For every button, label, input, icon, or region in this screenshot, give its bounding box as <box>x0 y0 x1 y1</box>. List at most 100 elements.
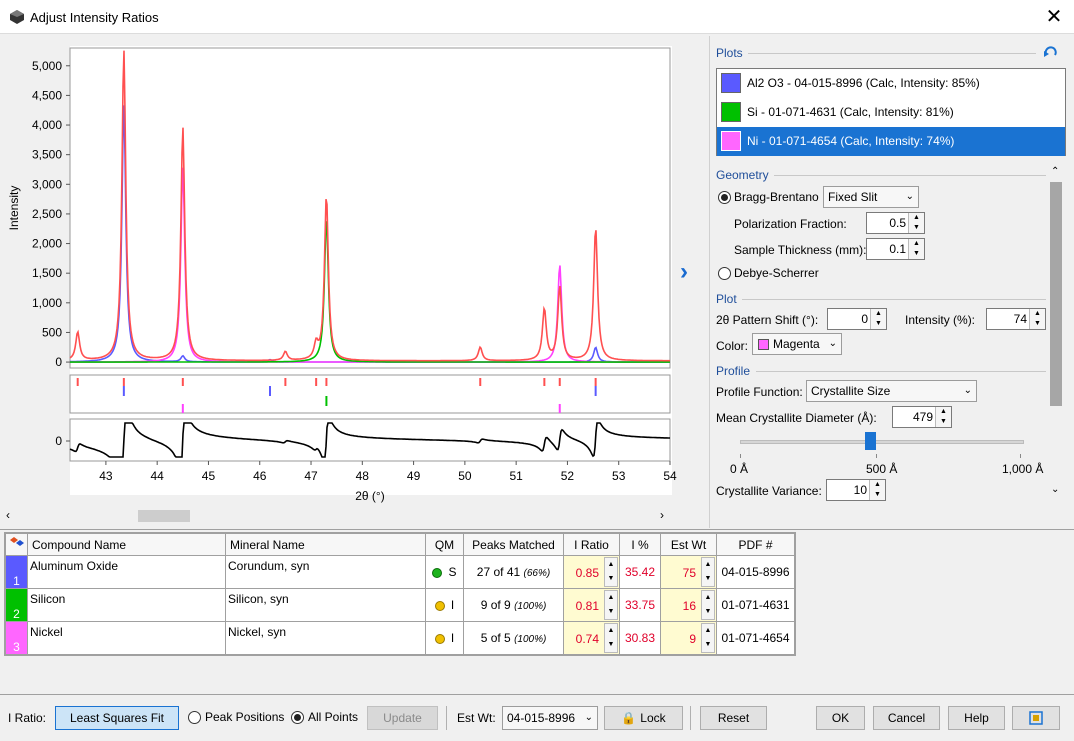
series-line-si <box>70 221 670 363</box>
bragg-brentano-radio[interactable] <box>718 191 731 204</box>
spinner-arrows-icon[interactable]: ▲ ▼ <box>604 590 618 620</box>
series-line-observed <box>69 50 670 362</box>
plot-item-si[interactable]: Si - 01-071-4631 (Calc, Intensity: 81%) <box>717 98 1065 127</box>
plots-header: Plots <box>716 46 743 60</box>
color-select[interactable]: Magenta ⌄ <box>752 333 842 355</box>
estwt-cell[interactable]: 9 ▲ ▼ <box>660 621 717 655</box>
spinner-arrows-icon[interactable]: ▲ ▼ <box>869 480 885 500</box>
update-button[interactable]: Update <box>367 706 438 730</box>
spinner-arrows-icon[interactable]: ▲ ▼ <box>604 623 618 653</box>
lock-button[interactable]: 🔒 Lock <box>604 706 683 730</box>
split-divider[interactable] <box>0 529 1074 530</box>
spinner-arrows-icon[interactable]: ▲ ▼ <box>935 407 951 427</box>
difference-frame <box>69 418 671 462</box>
peaks-value: 5 of 5 <box>480 631 511 645</box>
header-peaks[interactable]: Peaks Matched <box>463 533 564 556</box>
spinner-arrows-icon[interactable]: ▲ ▼ <box>701 557 715 587</box>
spinner-arrows-icon[interactable]: ▲ ▼ <box>701 623 715 653</box>
scroll-up-icon[interactable]: ⌃ <box>1051 166 1060 177</box>
ok-button[interactable]: OK <box>816 706 865 730</box>
pdf-cell: 01-071-4654 <box>716 621 795 655</box>
settings-vertical-scrollbar[interactable]: ⌃ ⌄ <box>1048 166 1064 500</box>
header-pdf[interactable]: PDF # <box>716 533 795 556</box>
separator <box>690 706 691 730</box>
chart-horizontal-scrollbar[interactable]: ‹ › <box>4 508 676 524</box>
intensity-chart[interactable]: 05001,0001,5002,0002,5003,0003,5004,0004… <box>4 36 708 506</box>
refresh-icon[interactable] <box>1042 44 1060 60</box>
header-iratio[interactable]: I Ratio <box>563 533 620 556</box>
peak-positions-radio[interactable] <box>188 711 201 724</box>
profile-divider <box>756 371 1046 372</box>
header-mineral[interactable]: Mineral Name <box>225 533 426 556</box>
diameter-slider-track[interactable] <box>740 440 1024 444</box>
help-button[interactable]: Help <box>948 706 1005 730</box>
spinner-arrows-icon[interactable]: ▲ ▼ <box>908 239 924 259</box>
header-estwt[interactable]: Est Wt <box>660 533 717 556</box>
scroll-thumb[interactable] <box>138 510 190 522</box>
plot-item-al2o3[interactable]: Al2 O3 - 04-015-8996 (Calc, Intensity: 8… <box>717 69 1065 98</box>
iratio-value: 0.81 <box>575 599 599 613</box>
intensity-spinner[interactable]: 74 ▲ ▼ <box>986 308 1046 330</box>
thickness-spinner[interactable]: 0.1 ▲ ▼ <box>866 238 925 260</box>
spinner-arrows-icon[interactable]: ▲ ▼ <box>604 557 618 587</box>
diameter-slider-thumb[interactable] <box>865 432 877 450</box>
slit-select[interactable]: Fixed Slit ⌄ <box>823 186 919 208</box>
bragg-brentano-label: Bragg-Brentano <box>734 190 819 204</box>
scroll-left-icon[interactable]: ‹ <box>6 508 10 522</box>
scroll-down-icon[interactable]: ⌄ <box>1051 484 1060 495</box>
window-title: Adjust Intensity Ratios <box>30 10 159 25</box>
shift-spinner[interactable]: 0 ▲ ▼ <box>827 308 887 330</box>
plot-label: Ni - 01-071-4654 (Calc, Intensity: 74%) <box>747 134 955 148</box>
all-points-radio[interactable] <box>291 711 304 724</box>
table-row[interactable]: 2 Silicon Silicon, syn I 9 of 9 (100%) 0… <box>5 588 795 622</box>
x-tick-label: 46 <box>253 469 267 483</box>
polarization-spinner[interactable]: 0.5 ▲ ▼ <box>866 212 925 234</box>
x-axis-label: 2θ (°) <box>355 489 384 503</box>
x-tick-label: 43 <box>99 469 113 483</box>
table-row[interactable]: 1 Aluminum Oxide Corundum, syn S 27 of 4… <box>5 555 795 589</box>
profile-function-select[interactable]: Crystallite Size ⌄ <box>806 380 977 402</box>
intensity-value: 74 <box>1013 312 1027 326</box>
spinner-arrows-icon[interactable]: ▲ ▼ <box>870 309 886 329</box>
spinner-arrows-icon[interactable]: ▲ ▼ <box>908 213 924 233</box>
separator <box>446 706 447 730</box>
qm-cell: I <box>425 621 464 655</box>
peaks-cell: 5 of 5 (100%) <box>463 621 564 655</box>
table-row[interactable]: 3 Nickel Nickel, syn I 5 of 5 (100%) 0.7… <box>5 621 795 655</box>
plot-item-ni[interactable]: Ni - 01-071-4654 (Calc, Intensity: 74%) <box>717 127 1065 156</box>
least-squares-fit-button[interactable]: Least Squares Fit <box>55 706 179 730</box>
plot-header: Plot <box>716 292 737 306</box>
spinner-arrows-icon[interactable]: ▲ ▼ <box>1029 309 1045 329</box>
close-button[interactable]: ✕ <box>1045 6 1063 28</box>
estwt-cell[interactable]: 75 ▲ ▼ <box>660 555 717 589</box>
thickness-value: 0.1 <box>889 242 906 256</box>
variance-spinner[interactable]: 10 ▲ ▼ <box>826 479 886 501</box>
header-qm[interactable]: QM <box>425 533 464 556</box>
footer-divider <box>0 694 1074 695</box>
header-compound[interactable]: Compound Name <box>27 533 226 556</box>
fullscreen-button[interactable] <box>1012 706 1060 730</box>
estwt-select[interactable]: 04-015-8996 ⌄ <box>502 706 598 730</box>
compound-cell: Aluminum Oxide <box>27 555 226 589</box>
expand-panel-icon[interactable]: › <box>680 258 688 285</box>
cancel-button[interactable]: Cancel <box>873 706 940 730</box>
x-tick-label: 51 <box>509 469 523 483</box>
scroll-thumb[interactable] <box>1050 182 1062 406</box>
geometry-header: Geometry <box>716 168 769 182</box>
reset-button[interactable]: Reset <box>700 706 767 730</box>
header-ipct[interactable]: I % <box>619 533 661 556</box>
spinner-arrows-icon[interactable]: ▲ ▼ <box>701 590 715 620</box>
iratio-cell[interactable]: 0.81 ▲ ▼ <box>563 588 620 622</box>
estwt-cell[interactable]: 16 ▲ ▼ <box>660 588 717 622</box>
iratio-cell[interactable]: 0.74 ▲ ▼ <box>563 621 620 655</box>
x-tick-label: 53 <box>612 469 626 483</box>
iratio-cell[interactable]: 0.85 ▲ ▼ <box>563 555 620 589</box>
debye-scherrer-radio[interactable] <box>718 267 731 280</box>
diameter-spinner[interactable]: 479 ▲ ▼ <box>892 406 952 428</box>
y-tick-label: 3,000 <box>32 177 62 191</box>
slider-tick <box>876 454 877 458</box>
sort-icon-header[interactable] <box>5 533 28 556</box>
scroll-right-icon[interactable]: › <box>660 508 664 522</box>
chevron-down-icon: ⌄ <box>828 338 837 349</box>
plots-list[interactable]: Al2 O3 - 04-015-8996 (Calc, Intensity: 8… <box>716 68 1066 156</box>
